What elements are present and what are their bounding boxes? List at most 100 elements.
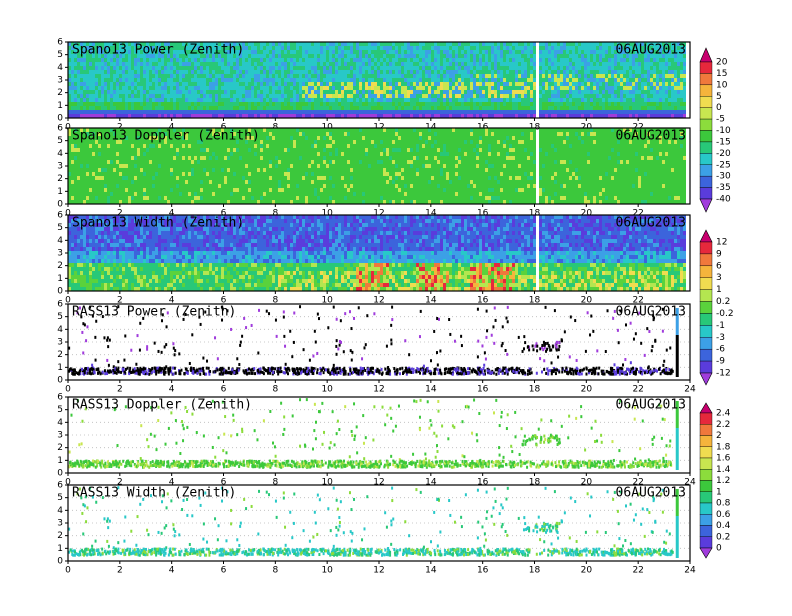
field-cell: [530, 98, 533, 102]
field-cell: [359, 110, 362, 114]
field-cell: [362, 74, 365, 78]
field-cell: [422, 90, 425, 94]
field-cell: [479, 98, 482, 102]
field-cell: [182, 98, 185, 102]
field-cell: [71, 192, 74, 196]
field-cell: [77, 172, 80, 176]
field-cell: [92, 148, 95, 152]
field-cell: [560, 106, 563, 110]
field-cell: [128, 62, 131, 66]
field-cell: [119, 196, 122, 200]
field-cell: [107, 58, 110, 62]
field-cell: [92, 144, 95, 148]
field-cell: [626, 82, 629, 86]
field-cell: [155, 156, 158, 160]
field-cell: [254, 90, 257, 94]
field-cell: [560, 90, 563, 94]
field-cell: [86, 110, 89, 114]
field-cell: [71, 90, 74, 94]
field-cell: [443, 78, 446, 82]
field-cell: [368, 106, 371, 110]
field-cell: [500, 94, 503, 98]
field-cell: [209, 106, 212, 110]
field-cell: [440, 62, 443, 66]
field-cell: [137, 110, 140, 114]
field-cell: [239, 102, 242, 106]
field-cell: [281, 50, 284, 54]
field-cell: [566, 50, 569, 54]
field-cell: [494, 94, 497, 98]
field-cell: [584, 50, 587, 54]
field-cell: [512, 50, 515, 54]
field-cell: [140, 188, 143, 192]
field-cell: [212, 74, 215, 78]
field-cell: [209, 90, 212, 94]
field-cell: [254, 70, 257, 74]
field-cell: [173, 144, 176, 148]
field-cell: [563, 98, 566, 102]
field-cell: [476, 62, 479, 66]
field-cell: [233, 66, 236, 70]
field-cell: [140, 62, 143, 66]
field-cell: [656, 70, 659, 74]
field-cell: [386, 94, 389, 98]
field-cell: [617, 98, 620, 102]
field-cell: [437, 90, 440, 94]
field-cell: [512, 110, 515, 114]
field-cell: [125, 106, 128, 110]
field-cell: [95, 86, 98, 90]
field-cell: [428, 110, 431, 114]
field-cell: [131, 94, 134, 98]
field-cell: [674, 62, 677, 66]
field-cell: [230, 144, 233, 148]
field-cell: [89, 168, 92, 172]
field-cell: [503, 98, 506, 102]
field-cell: [77, 74, 80, 78]
field-cell: [488, 58, 491, 62]
field-cell: [200, 102, 203, 106]
field-cell: [380, 98, 383, 102]
field-cell: [509, 98, 512, 102]
field-cell: [440, 106, 443, 110]
field-cell: [140, 180, 143, 184]
field-cell: [80, 196, 83, 200]
field-cell: [203, 188, 206, 192]
field-cell: [74, 82, 77, 86]
field-cell: [638, 94, 641, 98]
field-cell: [446, 50, 449, 54]
field-cell: [242, 70, 245, 74]
field-cell: [404, 62, 407, 66]
field-cell: [272, 102, 275, 106]
field-cell: [116, 74, 119, 78]
field-cell: [335, 62, 338, 66]
field-cell: [437, 70, 440, 74]
field-cell: [521, 46, 524, 50]
field-cell: [308, 78, 311, 82]
field-cell: [428, 106, 431, 110]
field-cell: [587, 90, 590, 94]
field-cell: [326, 98, 329, 102]
field-cell: [284, 66, 287, 70]
field-cell: [158, 172, 161, 176]
field-cell: [236, 70, 239, 74]
field-cell: [518, 78, 521, 82]
field-cell: [542, 78, 545, 82]
field-cell: [203, 192, 206, 196]
field-cell: [599, 106, 602, 110]
field-cell: [86, 106, 89, 110]
field-cell: [143, 176, 146, 180]
field-cell: [143, 184, 146, 188]
field-cell: [107, 70, 110, 74]
field-cell: [74, 176, 77, 180]
field-cell: [173, 152, 176, 156]
field-cell: [86, 192, 89, 196]
field-cell: [122, 184, 125, 188]
field-cell: [635, 58, 638, 62]
field-cell: [545, 66, 548, 70]
field-cell: [470, 58, 473, 62]
field-cell: [326, 70, 329, 74]
field-cell: [557, 66, 560, 70]
field-cell: [98, 192, 101, 196]
field-cell: [236, 94, 239, 98]
field-cell: [104, 156, 107, 160]
